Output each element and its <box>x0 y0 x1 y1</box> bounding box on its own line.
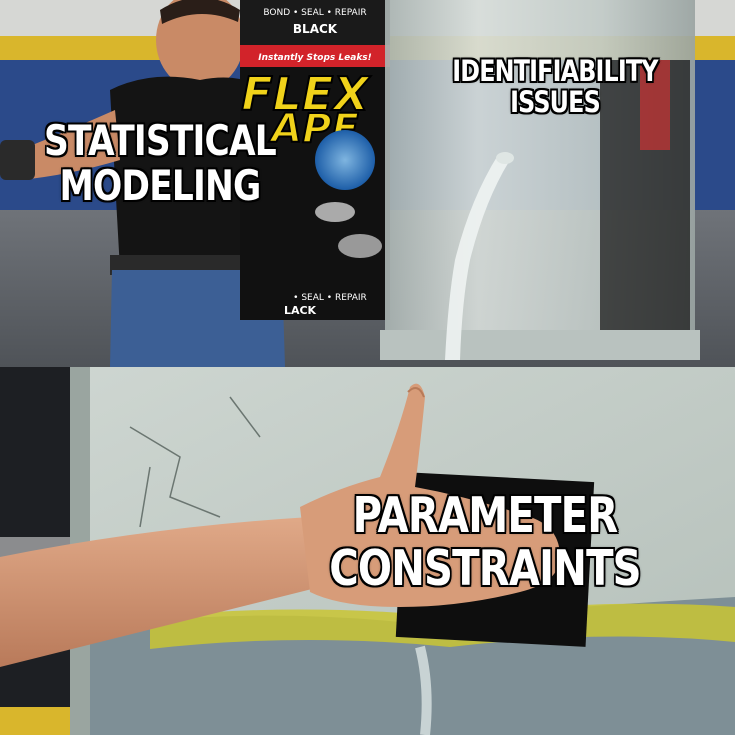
caption-line: CONSTRAINTS <box>329 539 641 597</box>
can-bottom-label: • SEAL • REPAIR <box>293 293 367 303</box>
bottom-scene <box>0 367 735 735</box>
caption-identifiability-issues: IDENTIFIABILITY ISSUES <box>432 54 678 120</box>
man-shirt <box>110 76 280 271</box>
caption-line: ISSUES <box>510 85 601 120</box>
caption-statistical-modeling: STATISTICAL MODELING <box>37 118 283 209</box>
wall-cracks <box>129 396 261 528</box>
arm-hand <box>0 383 560 667</box>
can-swatch-2 <box>338 234 382 258</box>
caption-line: PARAMETER <box>352 487 619 544</box>
water-leak-stream <box>445 155 510 360</box>
forearm <box>0 517 320 667</box>
can-brand-flex: FLEX <box>241 67 371 121</box>
can-color-label: BLACK <box>293 22 338 36</box>
hand <box>300 383 560 607</box>
water-splash <box>415 645 432 735</box>
flex-tape-can: BOND • SEAL • REPAIR BLACK Instantly Sto… <box>240 0 390 320</box>
top-scene: BOND • SEAL • REPAIR BLACK Instantly Sto… <box>0 0 735 367</box>
caption-parameter-constraints: PARAMETER CONSTRAINTS <box>325 487 645 597</box>
man-head <box>156 0 244 90</box>
man-hand-tape <box>0 140 35 180</box>
can-swatch-1 <box>315 202 355 222</box>
can-tagline: Instantly Stops Leaks! <box>258 53 372 63</box>
left-edge-stripe <box>0 707 70 735</box>
caption-line: IDENTIFIABILITY <box>452 54 658 88</box>
man-arm <box>20 110 120 180</box>
tank-base <box>380 330 700 360</box>
bottom-panel: PARAMETER CONSTRAINTS <box>0 367 735 735</box>
can-blue-emblem <box>315 130 375 190</box>
leak-hole <box>496 152 514 164</box>
caption-line: MODELING <box>59 161 262 211</box>
caption-line: STATISTICAL <box>44 116 277 165</box>
tank-reflection-red <box>640 60 670 150</box>
can-red-band <box>240 45 390 67</box>
man-hair <box>160 0 240 24</box>
can-bottom-color: LACK <box>284 304 317 317</box>
can-top-label: BOND • SEAL • REPAIR <box>263 8 366 18</box>
thumb-edge <box>407 387 425 398</box>
top-panel: BOND • SEAL • REPAIR BLACK Instantly Sto… <box>0 0 735 367</box>
water-tank <box>380 0 700 360</box>
